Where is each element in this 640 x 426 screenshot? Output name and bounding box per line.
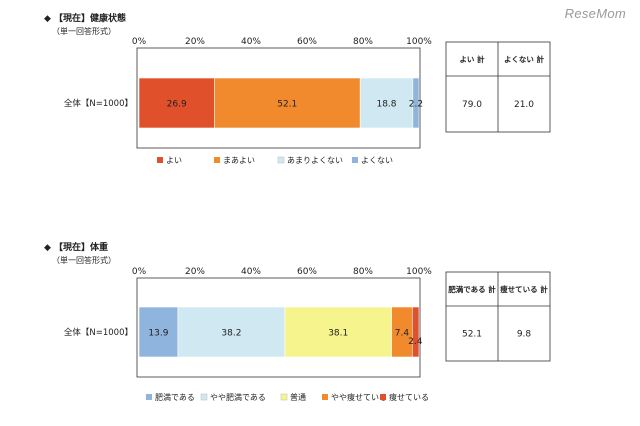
chart-2-bar-segment bbox=[138, 306, 179, 358]
chart-2-x-tick-label: 100% bbox=[406, 267, 432, 277]
chart-2-legend-swatch bbox=[322, 394, 328, 400]
chart-1-bar-segment bbox=[214, 77, 361, 129]
chart-2-legend-label: やや痩せている bbox=[331, 392, 387, 402]
chart-1-x-tick-label: 0% bbox=[132, 37, 147, 47]
chart-1-bar-segment bbox=[138, 77, 215, 129]
chart-1-x-tick-label: 100% bbox=[406, 37, 432, 47]
chart-1-legend-swatch bbox=[352, 157, 358, 163]
chart-2-legend-label: 肥満である bbox=[155, 393, 195, 402]
chart-1-data-label: 52.1 bbox=[277, 100, 297, 110]
chart-1-legend-swatch bbox=[214, 157, 220, 163]
chart-1-data-label: 18.8 bbox=[376, 100, 396, 110]
chart-2-x-tick-label: 0% bbox=[132, 267, 147, 277]
chart-1-subtitle: （単一回答形式） bbox=[52, 27, 116, 36]
chart-1-data-label: 2.2 bbox=[409, 100, 423, 110]
chart-1-plot-frame bbox=[136, 47, 421, 149]
chart-2-legend-label: やや肥満である bbox=[210, 393, 266, 402]
chart-2-bar-segment bbox=[284, 306, 392, 358]
chart-2-summary-header: 痩せている 計 bbox=[500, 284, 548, 294]
chart-1-bar-segment bbox=[359, 77, 414, 129]
chart-1-legend-label: あまりよくない bbox=[287, 156, 343, 165]
chart-1-data-label: 26.9 bbox=[167, 100, 187, 110]
chart-2-data-label: 13.9 bbox=[148, 329, 168, 339]
chart-1-x-tick-label: 20% bbox=[185, 37, 205, 47]
chart-2-legend-swatch bbox=[146, 394, 152, 400]
chart-2-subtitle: （単一回答形式） bbox=[52, 256, 116, 265]
chart-1-legend-label: まあよい bbox=[223, 156, 255, 165]
chart-2-x-tick-label: 80% bbox=[353, 267, 373, 277]
chart-1-legend-swatch bbox=[157, 157, 163, 163]
chart-2-data-label: 38.1 bbox=[328, 329, 348, 339]
chart-2-plot-frame bbox=[136, 277, 421, 378]
chart-2-legend-label: 痩せている bbox=[389, 392, 429, 402]
watermark-logo: ReseMom bbox=[564, 6, 626, 21]
chart-1-title: ◆ 【現在】健康状態 bbox=[44, 14, 127, 24]
chart-1-summary-value: 21.0 bbox=[514, 100, 534, 110]
chart-2-summary-value: 52.1 bbox=[462, 330, 482, 340]
chart-1-x-tick-label: 80% bbox=[353, 37, 373, 47]
chart-2-summary-value: 9.8 bbox=[517, 330, 532, 340]
chart-2-bar-segment bbox=[411, 306, 420, 358]
chart-2-legend-swatch bbox=[280, 393, 288, 401]
chart-1-legend-label: よくない bbox=[361, 156, 393, 165]
chart-1-x-tick-label: 40% bbox=[241, 37, 261, 47]
chart-2-legend-swatch bbox=[200, 393, 208, 401]
chart-2-bar-segment bbox=[177, 306, 286, 358]
chart-2-title: ◆ 【現在】体重 bbox=[44, 243, 109, 253]
chart-1-summary-header: よくない 計 bbox=[504, 54, 545, 64]
chart-2-x-tick-label: 40% bbox=[241, 267, 261, 277]
chart-1-legend-label: よい bbox=[166, 156, 182, 165]
chart-1-bar-segment bbox=[412, 77, 420, 129]
chart-2-x-tick-label: 60% bbox=[297, 267, 317, 277]
chart-2-x-tick-label: 20% bbox=[185, 267, 205, 277]
chart-2-summary-header: 肥満である 計 bbox=[448, 284, 496, 294]
chart-2-legend-label: 普通 bbox=[290, 392, 306, 402]
chart-2-legend-swatch bbox=[380, 394, 386, 400]
chart-1-category-label: 全体【N=1000】 bbox=[64, 98, 133, 109]
chart-1-summary-value: 79.0 bbox=[462, 100, 482, 110]
chart-2-data-label: 7.4 bbox=[395, 329, 410, 339]
chart-1-summary-header: よい 計 bbox=[459, 54, 485, 64]
chart-2-data-label: 38.2 bbox=[221, 329, 241, 339]
chart-1-x-tick-label: 60% bbox=[297, 37, 317, 47]
chart-2-category-label: 全体【N=1000】 bbox=[64, 327, 133, 338]
chart-2-data-label: 2.4 bbox=[408, 337, 423, 347]
chart-1-legend-swatch bbox=[277, 156, 285, 164]
